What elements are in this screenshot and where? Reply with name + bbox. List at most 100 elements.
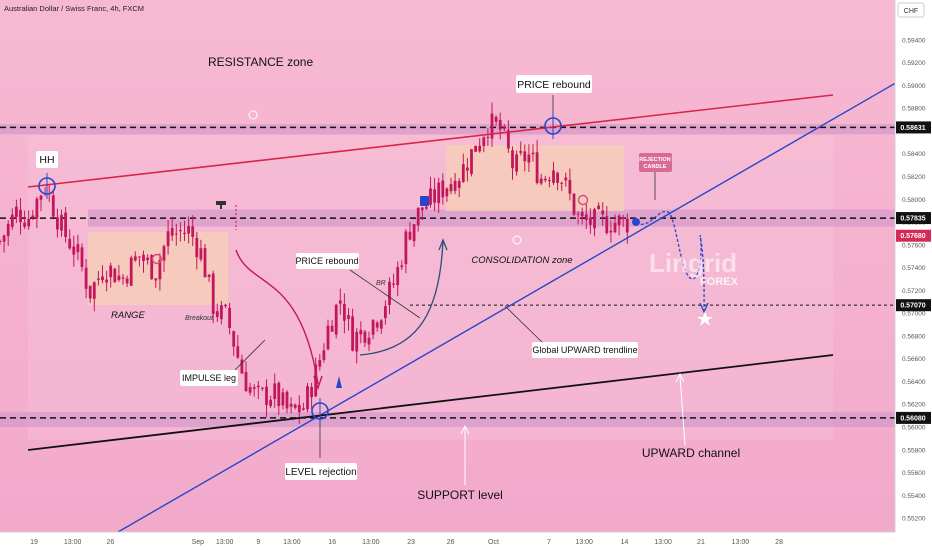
candle-body: [252, 387, 256, 389]
candle: [142, 250, 145, 273]
price-tag-bg: [896, 229, 931, 242]
price-tag-bg: [896, 212, 931, 225]
candle: [35, 196, 39, 229]
candle: [281, 388, 285, 410]
y-tick-label: 0.55200: [902, 516, 926, 523]
label-pill: [516, 75, 592, 93]
candle: [252, 384, 256, 397]
candle: [441, 173, 445, 205]
candle: [133, 251, 137, 262]
candle: [207, 274, 211, 282]
candle: [60, 209, 63, 237]
candle-body: [97, 278, 100, 280]
price-tag-bg: [896, 411, 931, 424]
candle: [125, 275, 129, 288]
hh-label: HH: [39, 154, 54, 166]
candle: [240, 354, 244, 374]
candle: [289, 397, 293, 414]
support-pointer-head: [460, 424, 470, 435]
price-axis: CHF0.550000.552000.554000.556000.558000.…: [894, 0, 932, 550]
callout-impulse: [234, 339, 266, 371]
y-tick-label: 0.58800: [902, 106, 926, 113]
candle-body: [461, 164, 465, 182]
candle-body: [105, 279, 108, 283]
candle: [490, 102, 494, 147]
candle: [92, 281, 96, 312]
candle-body: [187, 225, 190, 234]
candle-body: [351, 316, 354, 351]
candle-body: [92, 282, 96, 299]
candle-body: [367, 337, 371, 345]
candle: [297, 395, 301, 424]
candle-body: [261, 387, 264, 389]
candle: [375, 320, 379, 332]
candle: [39, 194, 43, 212]
candle-body: [306, 386, 309, 410]
candle-body: [101, 276, 104, 281]
candle: [68, 229, 72, 250]
candle: [338, 288, 342, 315]
candle-body: [125, 278, 129, 284]
global-upward-trendline: [117, 61, 932, 533]
x-tick-label: 13:00: [732, 539, 750, 546]
candle-body: [117, 275, 121, 281]
candle: [138, 256, 141, 267]
candle: [88, 285, 92, 303]
candle-body: [248, 387, 252, 393]
snail-icon: [577, 194, 589, 206]
candle: [437, 177, 441, 214]
candle: [445, 187, 449, 202]
candle-body: [68, 238, 72, 249]
candle-body: [597, 205, 600, 210]
candle-body: [244, 371, 248, 392]
candle-body: [195, 237, 199, 258]
candle-body: [564, 177, 568, 181]
candle: [310, 382, 313, 410]
price-tag-label: 0.57680: [900, 233, 925, 240]
projection-path: [635, 210, 705, 311]
candle: [404, 228, 408, 274]
candle-body: [142, 254, 145, 262]
candle-body: [138, 256, 141, 258]
y-tick-label: 0.57600: [902, 242, 926, 249]
candle: [379, 319, 383, 334]
callout-global-trendline: [504, 305, 546, 346]
candle: [543, 175, 547, 183]
candle: [420, 207, 424, 220]
candle: [384, 300, 387, 325]
candle-body: [179, 230, 182, 232]
x-tick-label: 9: [256, 539, 260, 546]
zone-resistance: [0, 124, 895, 135]
candle: [449, 177, 453, 195]
candle-body: [170, 228, 174, 236]
candle: [400, 260, 404, 270]
x-tick-label: 21: [697, 539, 705, 546]
candle-body: [80, 247, 84, 267]
y-tick-label: 0.56600: [902, 356, 926, 363]
x-tick-label: 28: [775, 539, 783, 546]
rejection-candle-badge: [639, 153, 672, 172]
candle: [593, 207, 596, 237]
target-star-icon: [697, 311, 713, 326]
candle-body: [568, 179, 572, 194]
candle-body: [429, 188, 432, 205]
candle-body: [441, 180, 445, 198]
label-pill: [532, 342, 638, 358]
candle-body: [199, 248, 203, 260]
candle: [64, 206, 67, 243]
candle: [584, 203, 588, 230]
label-pill: [285, 463, 357, 480]
x-tick-label: 26: [107, 539, 115, 546]
candle-body: [224, 304, 227, 307]
breakout-label: Breakout: [185, 315, 214, 322]
candle: [351, 308, 354, 352]
candle-body: [609, 230, 613, 233]
candle: [494, 115, 498, 126]
candle-body: [412, 224, 416, 242]
candle: [478, 138, 482, 153]
candle-body: [23, 222, 26, 227]
candle-body: [425, 206, 428, 209]
candle-body: [347, 315, 350, 320]
